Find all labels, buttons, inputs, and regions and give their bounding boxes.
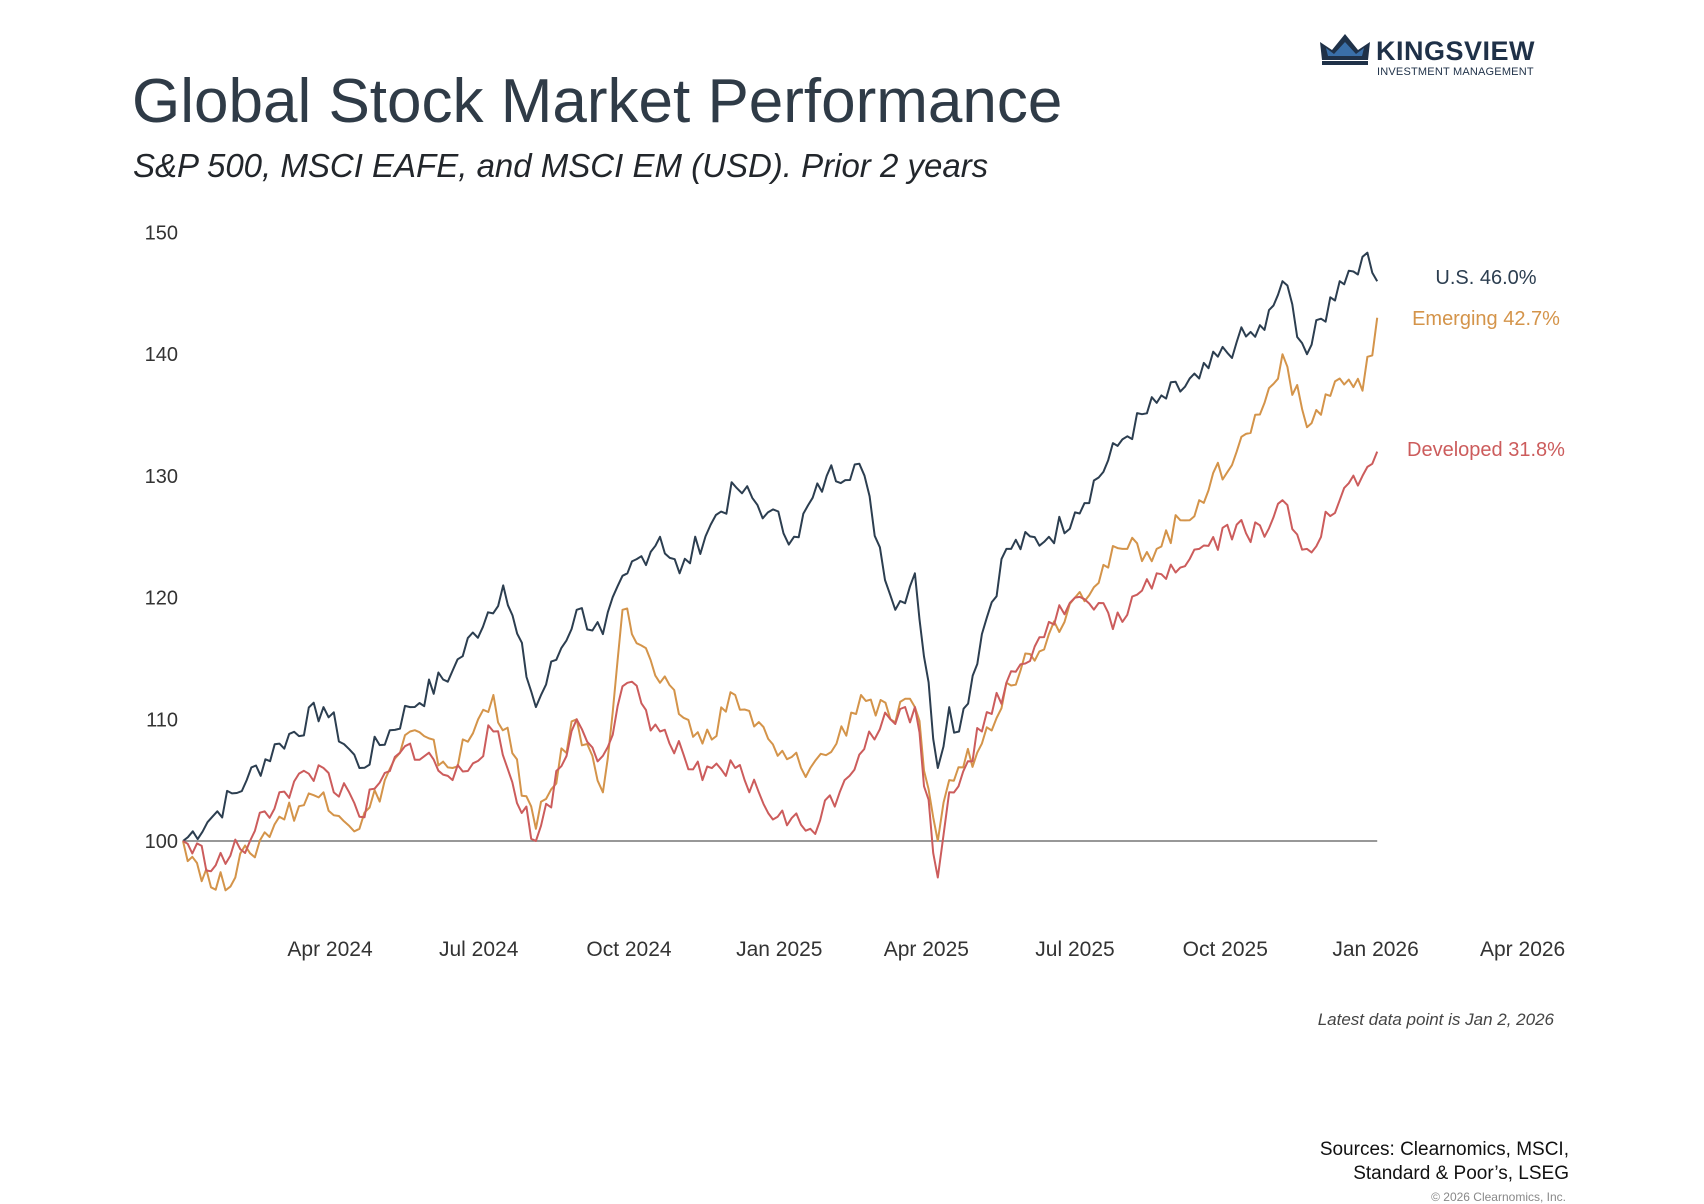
x-tick-label: Apr 2025 (884, 938, 969, 961)
page-title: Global Stock Market Performance (132, 67, 1063, 136)
y-tick-label: 110 (146, 709, 178, 731)
x-tick-label: Jan 2025 (736, 938, 822, 961)
x-tick-label: Jul 2025 (1035, 938, 1114, 961)
y-tick-label: 100 (145, 831, 178, 853)
x-tick-label: Oct 2025 (1183, 938, 1268, 961)
series-end-label: Developed 31.8% (1407, 439, 1565, 461)
series-line-developed (182, 451, 1379, 879)
x-tick-label: Jul 2024 (439, 938, 519, 961)
series-end-label: Emerging 42.7% (1412, 308, 1560, 330)
logo-wordmark: KINGSVIEW (1376, 36, 1536, 66)
series-end-label: U.S. 46.0% (1435, 267, 1536, 289)
x-tick-label: Jan 2026 (1332, 938, 1418, 961)
series-line-u-s- (182, 251, 1379, 842)
x-tick-label: Apr 2024 (287, 938, 373, 961)
x-tick-label: Apr 2026 (1480, 938, 1565, 961)
latest-data-note: Latest data point is Jan 2, 2026 (1317, 1010, 1554, 1029)
page-subtitle: S&P 500, MSCI EAFE, and MSCI EM (USD). P… (133, 147, 989, 184)
kingsview-logo: KINGSVIEW INVESTMENT MANAGEMENT (1318, 32, 1538, 82)
series-line-emerging (182, 317, 1379, 892)
y-tick-label: 130 (145, 466, 178, 488)
copyright: © 2026 Clearnomics, Inc. (1431, 1190, 1566, 1204)
y-tick-label: 120 (145, 588, 178, 610)
y-tick-label: 150 (145, 223, 178, 245)
y-tick-label: 140 (145, 344, 178, 366)
crown-icon (1320, 34, 1370, 65)
sources-note: Sources: Clearnomics, MSCI, Standard & P… (1319, 1139, 1569, 1184)
x-tick-label: Oct 2024 (586, 938, 672, 961)
logo-tagline: INVESTMENT MANAGEMENT (1377, 66, 1534, 78)
